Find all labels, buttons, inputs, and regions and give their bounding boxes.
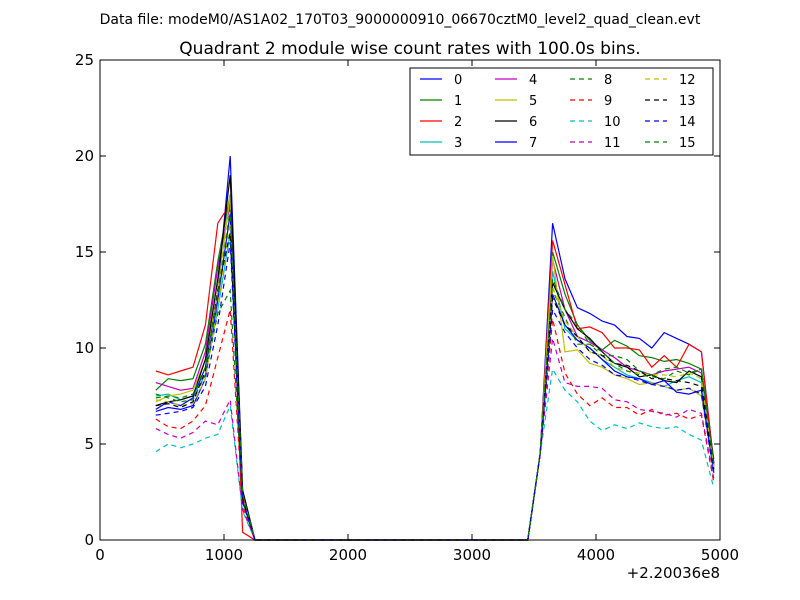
legend-label-2: 2 xyxy=(454,115,462,130)
legend-label-7: 7 xyxy=(529,136,537,151)
legend-label-10: 10 xyxy=(604,115,621,130)
legend-label-11: 11 xyxy=(604,136,621,151)
series-line-9 xyxy=(155,309,715,541)
series-line-13 xyxy=(155,232,715,541)
x-tick-label: 3000 xyxy=(453,546,491,564)
legend-label-13: 13 xyxy=(679,94,696,109)
x-tick-label: 5000 xyxy=(701,546,739,564)
chart-suptitle: Data file: modeM0/AS1A02_170T03_90000009… xyxy=(100,12,701,28)
x-offset-label: +2.20036e8 xyxy=(627,564,720,582)
plot-frame xyxy=(99,59,721,541)
legend-label-0: 0 xyxy=(454,73,462,88)
legend-label-9: 9 xyxy=(604,94,612,109)
legend-label-15: 15 xyxy=(679,136,696,151)
legend-label-4: 4 xyxy=(529,73,537,88)
x-tick-label: 4000 xyxy=(577,546,615,564)
y-tick-label: 15 xyxy=(75,243,94,261)
legend-label-6: 6 xyxy=(529,115,537,130)
legend-label-5: 5 xyxy=(529,94,537,109)
legend-label-12: 12 xyxy=(679,73,696,88)
legend-label-8: 8 xyxy=(604,73,612,88)
x-tick-label: 2000 xyxy=(329,546,367,564)
y-tick-label: 25 xyxy=(75,51,94,69)
legend-frame xyxy=(409,67,714,156)
x-tick-label: 0 xyxy=(95,546,105,564)
legend-label-1: 1 xyxy=(454,94,462,109)
y-tick-label: 0 xyxy=(84,531,94,549)
y-tick-label: 10 xyxy=(75,339,94,357)
legend-label-3: 3 xyxy=(454,136,462,151)
chart-title: Quadrant 2 module wise count rates with … xyxy=(179,39,640,59)
x-tick-label: 1000 xyxy=(205,546,243,564)
legend-label-14: 14 xyxy=(679,115,696,130)
y-tick-label: 20 xyxy=(75,147,94,165)
y-tick-label: 5 xyxy=(84,435,94,453)
